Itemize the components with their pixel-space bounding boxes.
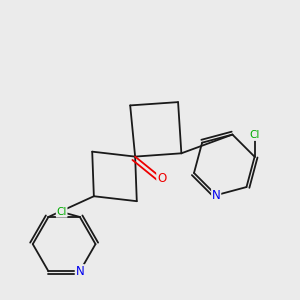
Text: N: N bbox=[75, 265, 84, 278]
Text: Cl: Cl bbox=[249, 130, 260, 140]
Text: Cl: Cl bbox=[56, 207, 67, 217]
Text: O: O bbox=[157, 172, 166, 184]
Text: N: N bbox=[212, 189, 220, 202]
